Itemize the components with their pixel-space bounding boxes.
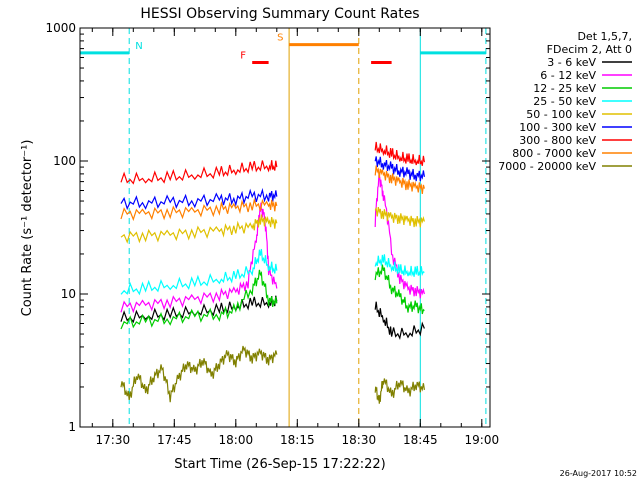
indicator-label-f: F [240,51,246,62]
y-axis-label: Count Rate (s⁻¹ detector⁻¹) [20,140,35,317]
legend-label: 12 - 25 keV [533,82,596,95]
y-tick-label: 100 [53,154,76,168]
x-tick-label: 17:30 [96,433,131,447]
series-line [120,214,278,244]
legend-label: 6 - 12 keV [540,69,596,82]
series-line [120,202,278,314]
series-line [374,141,425,166]
legend-label: 3 - 6 keV [547,56,596,69]
indicator-label-n: N [135,41,142,52]
footer-timestamp: 26-Aug-2017 10:52 [560,469,637,478]
x-tick-label: 18:15 [280,433,315,447]
chart-title: HESSI Observing Summary Count Rates [140,6,419,22]
series-line [374,301,425,340]
x-tick-label: 18:45 [403,433,438,447]
y-tick-label: 10 [61,287,76,301]
series-line [374,165,425,194]
x-tick-label: 18:30 [342,433,377,447]
axes: 17:30 17:45 18:00 18:15 18:30 18:45 19:00 1 10 10… [45,21,499,447]
indicator-label-s: S [277,33,283,44]
series-line [120,269,278,330]
legend-label: 800 - 7000 keV [512,147,596,160]
legend-label: 7000 - 20000 keV [498,160,596,173]
series-line [120,248,278,296]
x-tick-label: 18:00 [219,433,254,447]
series-line [120,295,278,324]
legend-label: 100 - 300 keV [519,121,596,134]
series-line [374,206,425,228]
x-tick-label: 19:00 [465,433,500,447]
series-line [120,197,278,222]
series-line [374,254,425,277]
x-axis-label: Start Time (26-Sep-15 17:22:22) [174,457,385,472]
series-line [374,156,425,182]
series-line [374,378,425,404]
legend-label: 300 - 800 keV [519,134,596,147]
series-line [374,264,425,315]
legend-header: Det 1,5,7, [577,30,632,43]
series-line [374,174,425,299]
plot-frame [79,27,491,428]
y-tick-label: 1 [68,420,76,434]
plot-area: N F S [79,28,487,427]
series-line [120,160,278,185]
legend-header: FDecim 2, Att 0 [547,43,632,56]
y-tick-label: 1000 [45,21,76,35]
x-tick-label: 17:45 [157,433,192,447]
legend-label: 25 - 50 keV [533,95,596,108]
series-line [120,187,278,211]
legend-label: 50 - 100 keV [526,108,596,121]
series-line [120,345,278,403]
